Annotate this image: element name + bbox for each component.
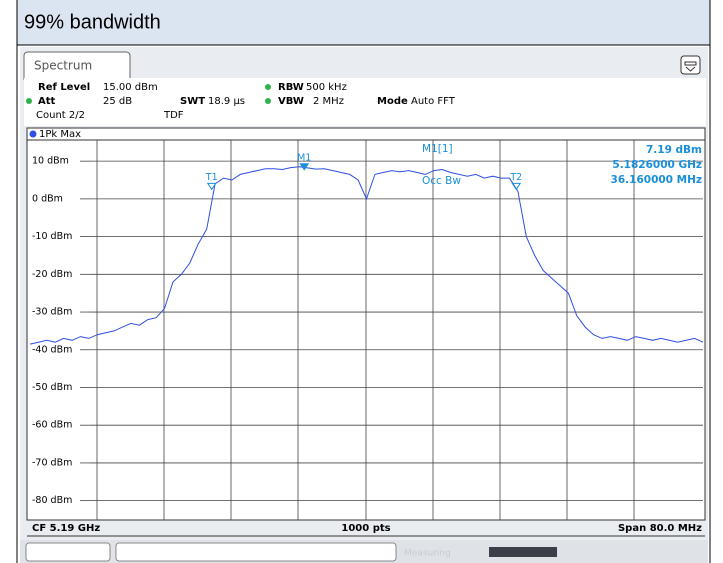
status-text: Measuring [404,549,451,559]
y-tick-label: -50 dBm [32,382,72,393]
footer-right: Span 80.0 MHz [618,523,702,534]
setting-label: SWT [180,96,205,107]
trace-label: 1Pk Max [39,129,81,140]
footer-center: 1000 pts [341,523,390,534]
header-cell [17,0,710,45]
footer-left: CF 5.19 GHz [32,523,100,534]
setting-label: Ref Level [38,82,90,93]
marker [511,182,522,191]
setting-value: 18.9 µs [208,96,245,107]
y-tick-label: -60 dBm [32,420,72,431]
setting-label: RBW [278,82,304,93]
menu-icon-glyph [684,61,697,72]
setting-value: Auto FFT [411,96,456,107]
y-tick-label: -30 dBm [32,307,72,318]
vertical-grid [96,140,635,520]
readout-marker: M1[1] [422,143,453,155]
y-tick-label: -20 dBm [32,269,72,280]
trace [29,166,704,345]
setting-label: VBW [278,96,304,107]
readout-occ-label: Occ Bw [422,175,461,187]
status-field[interactable] [25,542,111,562]
setting-value: 500 kHz [306,82,347,93]
marker [299,163,310,171]
progress-bar [489,547,557,557]
readout-frequency: 5.1826000 GHz [612,159,702,171]
marker-label: M1 [297,152,311,163]
settings-panel [24,78,706,126]
readout-occ-value: 36.160000 MHz [611,174,702,186]
setting-label: Att [38,96,56,107]
count: Count 2/2 [36,110,85,121]
y-tick-label: 0 dBm [32,193,63,204]
y-tick-label: -80 dBm [32,495,72,506]
tdf: TDF [163,110,184,121]
status-field[interactable] [115,542,397,562]
plot: 10 dBm 0 dBm -10 dBm -20 dBm -30 dBm -40 dBm -… [29,152,704,506]
tab-label[interactable]: Spectrum [34,59,92,73]
y-tick-label: -40 dBm [32,344,72,355]
indicator [26,98,32,104]
y-tick-label: -70 dBm [32,457,72,468]
y-tick-label: -10 dBm [32,231,72,242]
readout-level: 7.19 dBm [646,144,702,156]
marker [206,182,217,191]
indicator [265,84,271,90]
trace-indicator [29,130,37,138]
header-title: 99% bandwidth [24,11,161,33]
setting-label: Mode [377,96,408,107]
marker-label: T1 [205,172,218,183]
indicator [265,98,271,104]
y-tick-label: 10 dBm [32,156,69,167]
tab[interactable] [23,51,131,80]
setting-value: 25 dB [103,96,132,107]
setting-value: 15.00 dBm [103,82,158,93]
marker-label: T2 [509,172,522,183]
setting-value: 2 MHz [313,96,344,107]
